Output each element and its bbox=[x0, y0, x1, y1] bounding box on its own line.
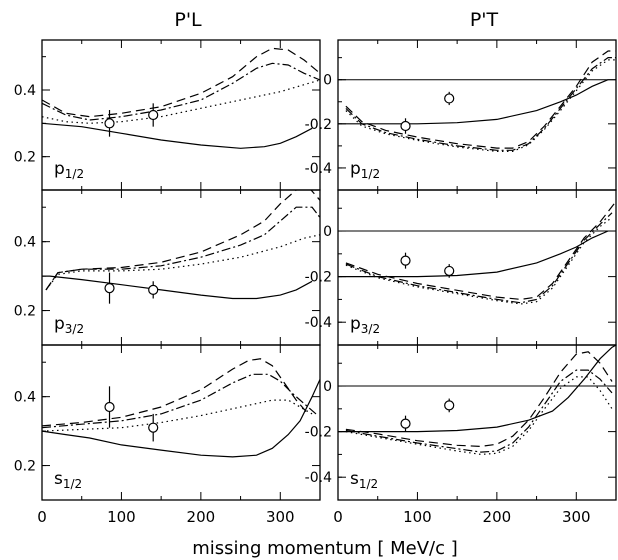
y-tick-label: 0.2 bbox=[14, 459, 36, 475]
series-solid bbox=[42, 122, 313, 149]
y-tick-label: 0.4 bbox=[14, 235, 36, 251]
data-point bbox=[400, 255, 411, 266]
y-tick-label: -0.4 bbox=[305, 161, 332, 177]
series-dashed bbox=[42, 358, 309, 427]
series-dashdot bbox=[345, 56, 616, 151]
data-point bbox=[444, 265, 455, 277]
series-dotted bbox=[345, 216, 613, 305]
y-tick-label: -0.4 bbox=[305, 470, 332, 486]
series-group bbox=[338, 345, 616, 456]
y-tick-label: -0.4 bbox=[305, 315, 332, 331]
y-tick-label: 0 bbox=[323, 224, 332, 240]
data-point bbox=[444, 93, 455, 104]
x-tick-label: 200 bbox=[483, 508, 512, 526]
series-dashdot bbox=[345, 369, 613, 453]
data-point bbox=[104, 283, 115, 294]
series-dotted bbox=[345, 376, 613, 456]
series-group bbox=[338, 201, 616, 305]
data-point bbox=[148, 284, 159, 295]
right-column-title: P'T bbox=[470, 9, 499, 31]
series-solid bbox=[338, 230, 609, 278]
data-point bbox=[148, 422, 159, 433]
series-dashdot bbox=[45, 206, 320, 291]
data-point bbox=[104, 118, 115, 129]
x-tick-label: 0 bbox=[333, 508, 343, 526]
y-tick-label: 0 bbox=[323, 379, 332, 395]
panel-label: s1/2 bbox=[54, 469, 82, 491]
series-dashed bbox=[42, 47, 320, 118]
x-axis-label: missing momentum [ MeV/c ] bbox=[192, 538, 458, 559]
y-tick-label: 0.2 bbox=[14, 150, 36, 166]
series-group bbox=[42, 358, 320, 458]
series-group bbox=[42, 47, 320, 149]
panel-label: p3/2 bbox=[54, 314, 84, 336]
panel-1: 0.2 0.4 p3/2 bbox=[14, 189, 321, 346]
series-dotted bbox=[42, 399, 313, 432]
series-solid bbox=[42, 275, 313, 300]
series-group bbox=[338, 50, 616, 152]
panel-label: s1/2 bbox=[350, 469, 378, 491]
panel-3: -0.4 -0.2 0 p1/2 bbox=[305, 39, 617, 191]
series-group bbox=[42, 190, 320, 300]
y-tick-label: -0.2 bbox=[305, 270, 332, 286]
y-tick-label: -0.2 bbox=[305, 425, 332, 441]
panel-label: p1/2 bbox=[54, 159, 84, 181]
panel-frame bbox=[337, 344, 617, 501]
series-dotted bbox=[45, 234, 320, 291]
panel-4: -0.4 -0.2 0 p3/2 bbox=[305, 189, 617, 346]
panel-frame bbox=[41, 344, 321, 501]
data-point bbox=[400, 120, 411, 132]
series-solid bbox=[338, 345, 616, 433]
data-point bbox=[104, 401, 115, 413]
x-tick-label: 200 bbox=[187, 508, 216, 526]
data-point bbox=[444, 400, 455, 411]
panel-0: 0.2 0.4 p1/2 bbox=[14, 39, 321, 191]
y-tick-label: -0.2 bbox=[305, 117, 332, 133]
series-dashed bbox=[345, 50, 616, 149]
y-tick-label: 0 bbox=[323, 73, 332, 89]
y-tick-label: 0.2 bbox=[14, 304, 36, 320]
series-dashed bbox=[345, 201, 616, 301]
y-tick-label: 0.4 bbox=[14, 83, 36, 99]
left-column-title: P'L bbox=[174, 9, 202, 31]
series-dashed bbox=[345, 351, 613, 448]
x-tick-label: 0 bbox=[37, 508, 47, 526]
panel-label: p3/2 bbox=[350, 314, 380, 336]
x-tick-label: 100 bbox=[107, 508, 136, 526]
panel-5: -0.4 -0.2 0 0 100 200 300 s1/2 bbox=[305, 344, 617, 526]
y-tick-label: 0.4 bbox=[14, 390, 36, 406]
series-dashdot bbox=[345, 212, 613, 304]
series-dotted bbox=[42, 79, 320, 124]
series-solid bbox=[338, 79, 609, 125]
x-tick-label: 300 bbox=[562, 508, 591, 526]
series-dashdot bbox=[42, 62, 320, 121]
plot-panels: 0.2 0.4 p1/2 0.2 0.4 p3/2 0.2 0.4 0 100 200 300 s1/2… bbox=[14, 39, 617, 526]
series-dotted bbox=[345, 59, 616, 152]
series-solid bbox=[42, 379, 320, 458]
panel-label: p1/2 bbox=[350, 159, 380, 181]
x-tick-label: 300 bbox=[266, 508, 295, 526]
data-point bbox=[400, 418, 411, 429]
data-point bbox=[148, 109, 159, 121]
panel-2: 0.2 0.4 0 100 200 300 s1/2 bbox=[14, 344, 321, 526]
series-dashdot bbox=[42, 373, 317, 429]
series-dashed bbox=[45, 190, 320, 291]
x-tick-label: 100 bbox=[403, 508, 432, 526]
